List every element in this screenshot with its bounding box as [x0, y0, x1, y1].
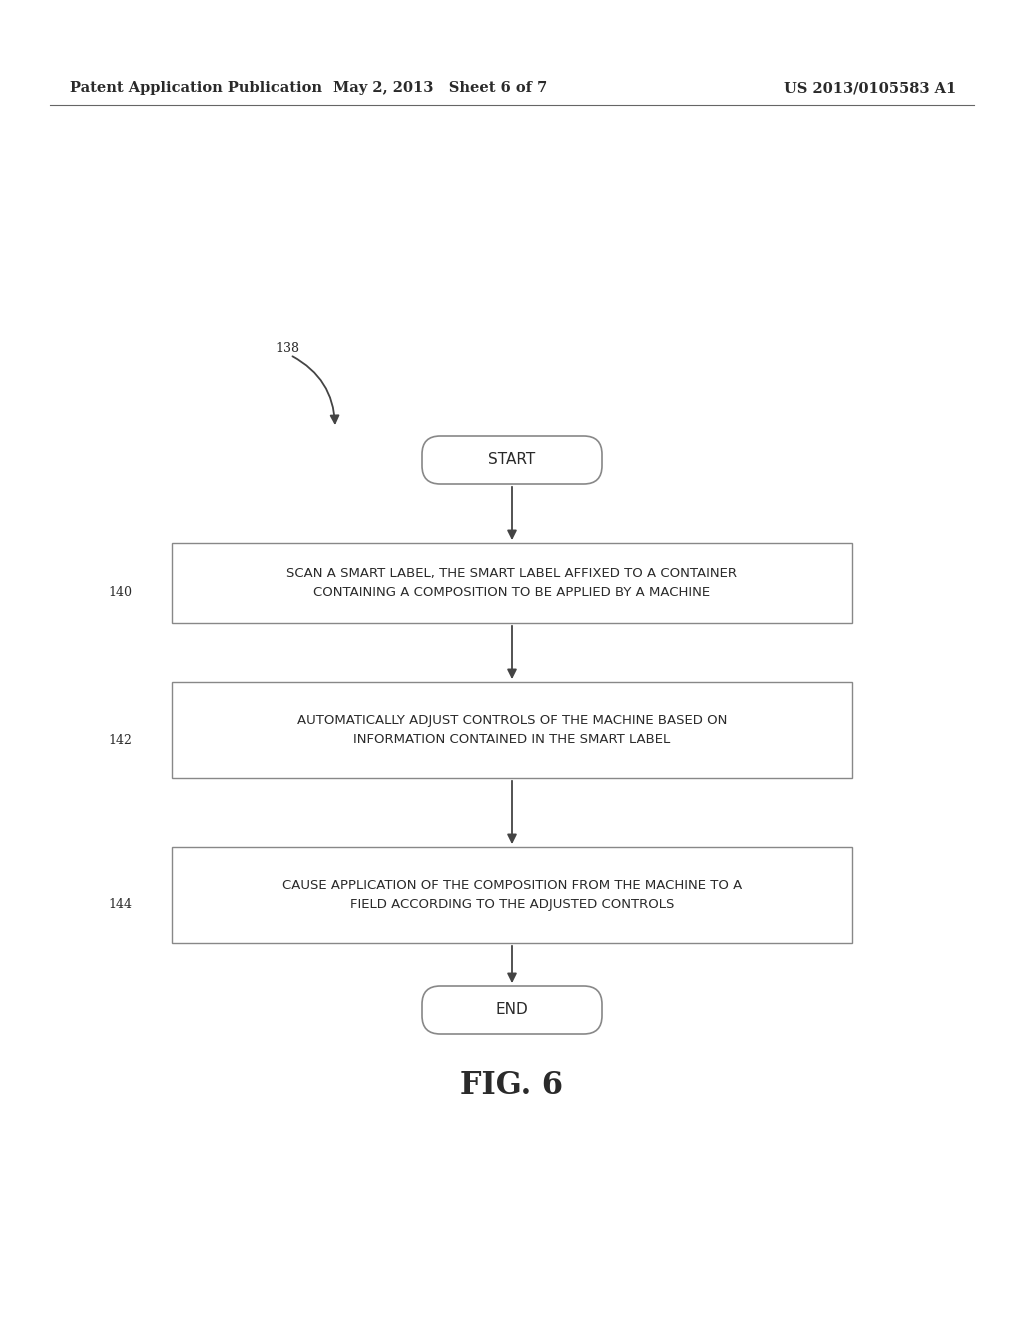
Bar	[172, 682, 852, 777]
FancyBboxPatch shape	[422, 436, 602, 484]
Text: START: START	[488, 453, 536, 467]
Bar	[172, 847, 852, 942]
Text: 138: 138	[275, 342, 299, 355]
Bar	[172, 543, 852, 623]
Text: SCAN A SMART LABEL, THE SMART LABEL AFFIXED TO A CONTAINER
CONTAINING A COMPOSIT: SCAN A SMART LABEL, THE SMART LABEL AFFI…	[287, 568, 737, 599]
FancyBboxPatch shape	[422, 986, 602, 1034]
Text: US 2013/0105583 A1: US 2013/0105583 A1	[784, 81, 956, 95]
Text: 142: 142	[109, 734, 132, 747]
Text: AUTOMATICALLY ADJUST CONTROLS OF THE MACHINE BASED ON
INFORMATION CONTAINED IN T: AUTOMATICALLY ADJUST CONTROLS OF THE MAC…	[297, 714, 727, 746]
Text: FIG. 6: FIG. 6	[461, 1069, 563, 1101]
Text: END: END	[496, 1002, 528, 1018]
Text: 140: 140	[108, 586, 132, 598]
Text: 144: 144	[108, 899, 132, 912]
Text: May 2, 2013   Sheet 6 of 7: May 2, 2013 Sheet 6 of 7	[333, 81, 548, 95]
Text: Patent Application Publication: Patent Application Publication	[70, 81, 322, 95]
Text: CAUSE APPLICATION OF THE COMPOSITION FROM THE MACHINE TO A
FIELD ACCORDING TO TH: CAUSE APPLICATION OF THE COMPOSITION FRO…	[282, 879, 742, 911]
